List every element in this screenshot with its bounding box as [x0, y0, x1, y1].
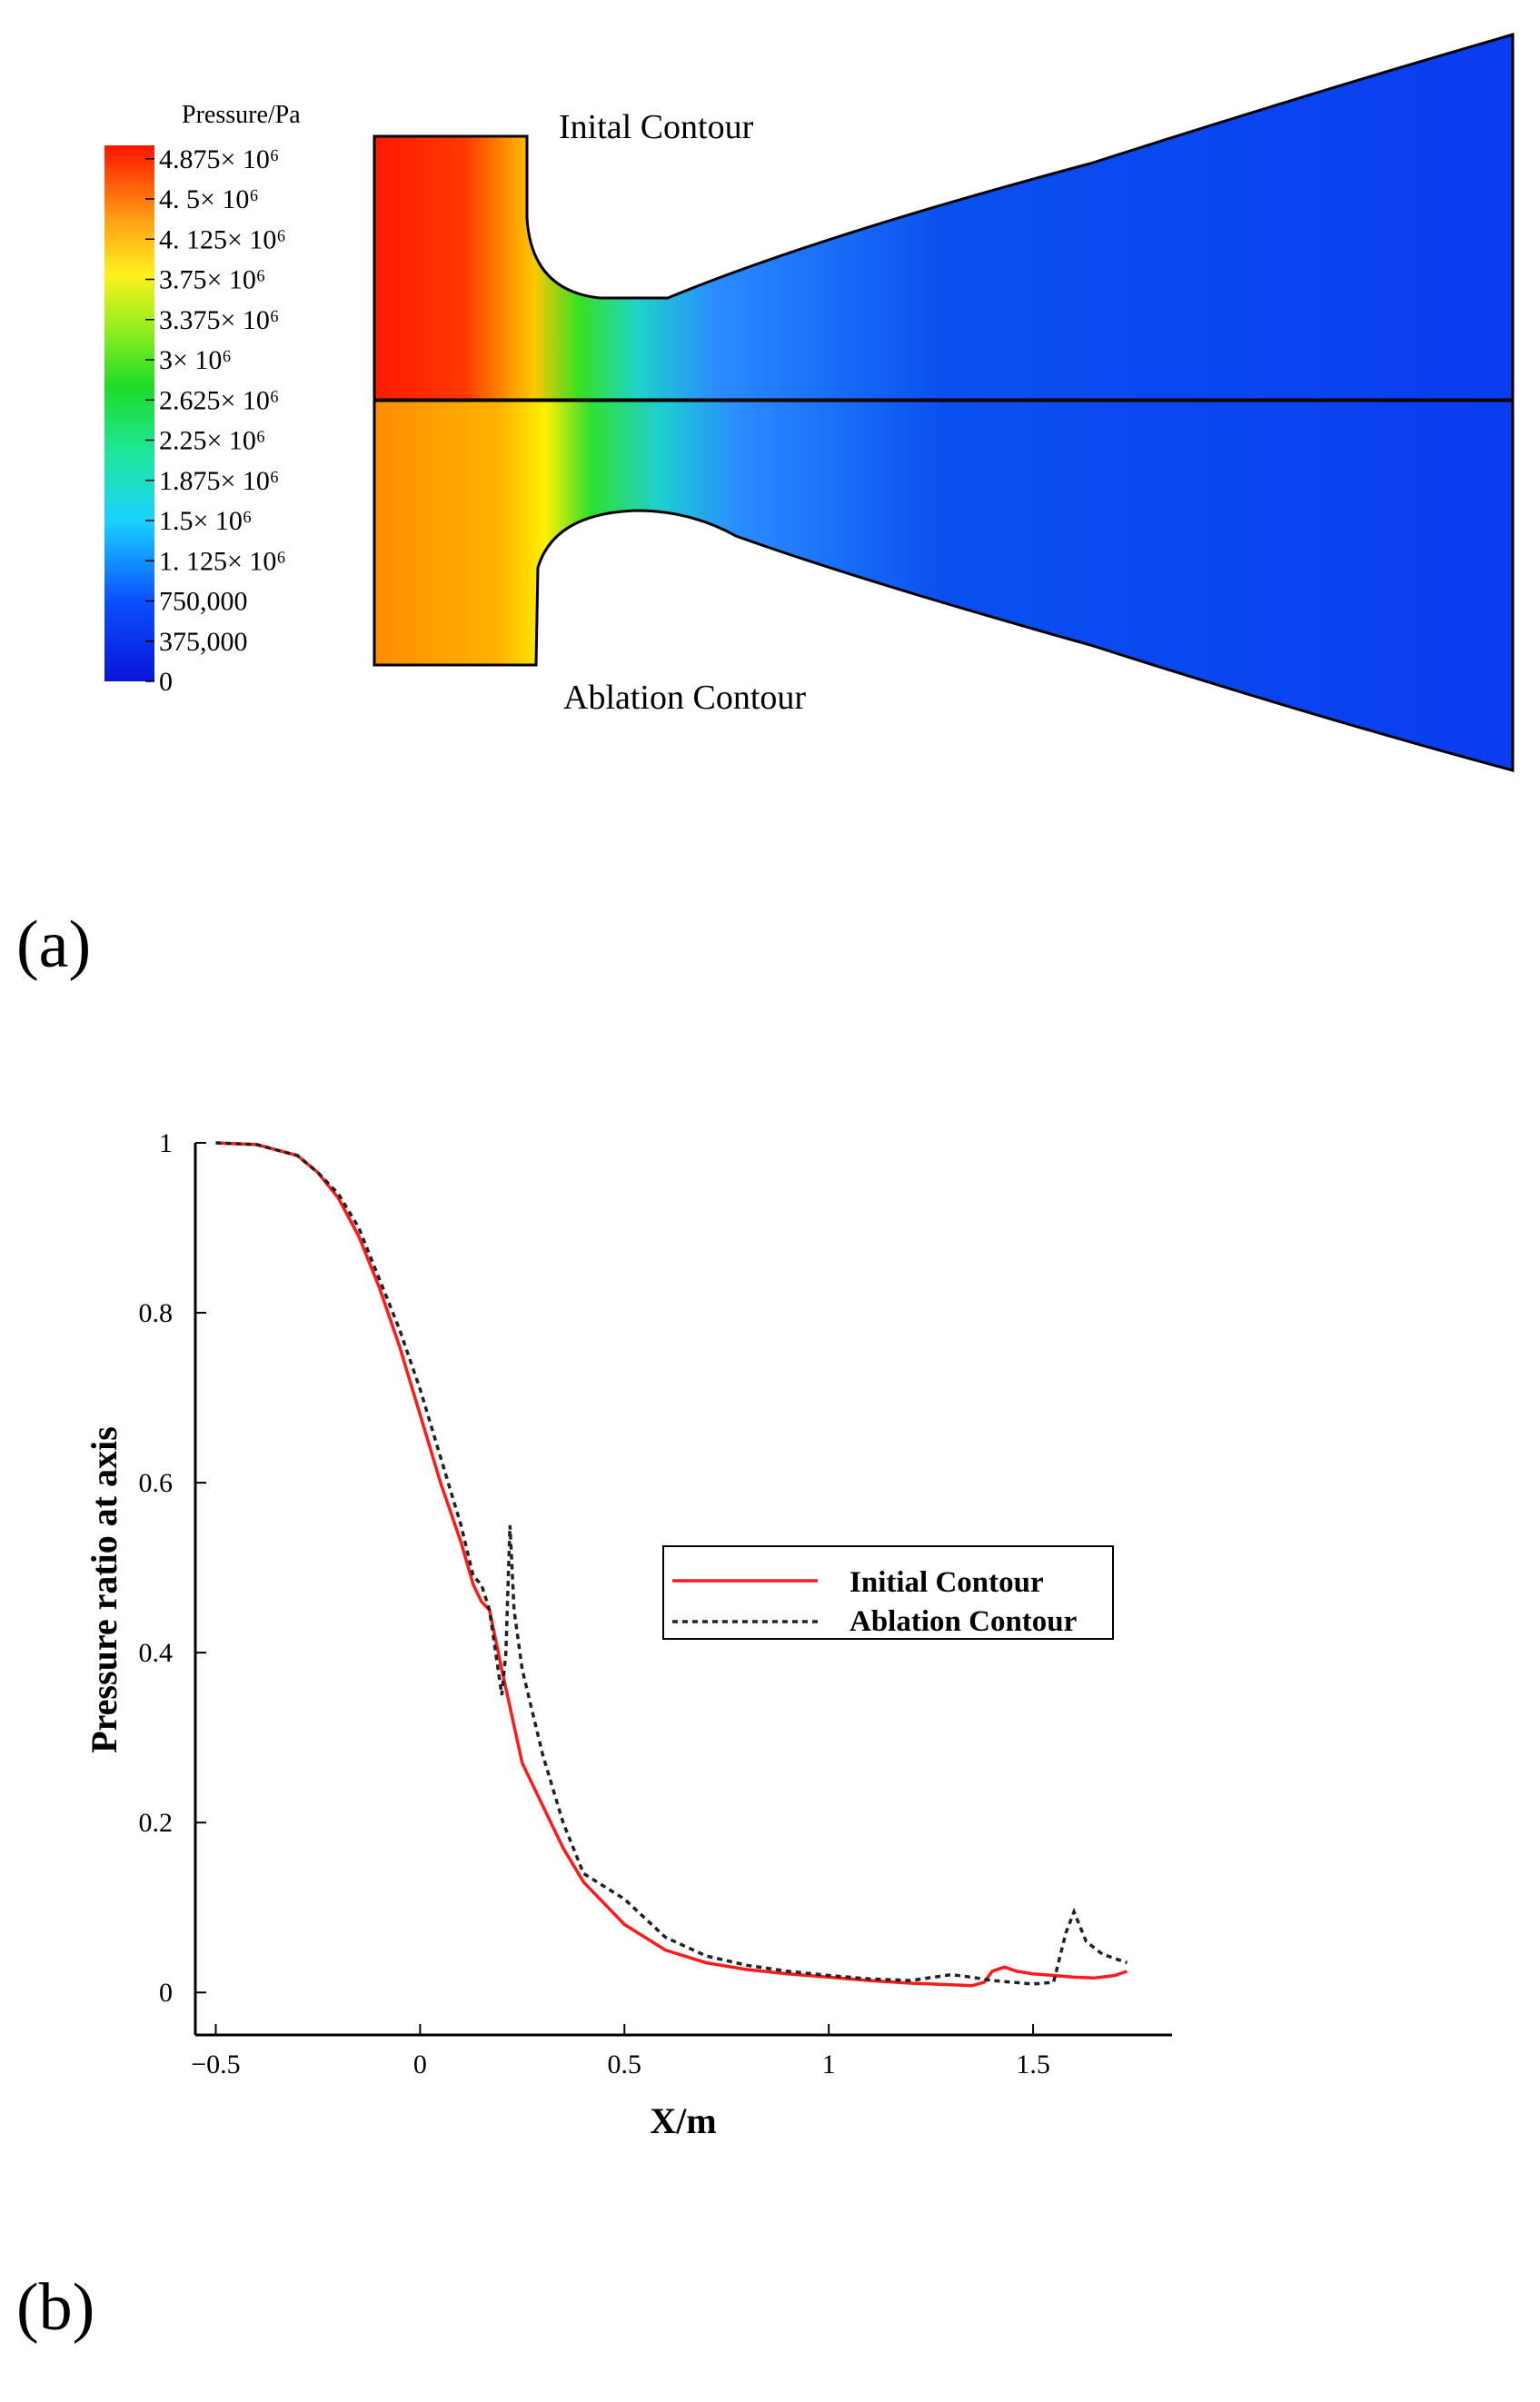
y-axis-label: Pressure ratio at axis [84, 1426, 124, 1753]
y-tick-label: 0.4 [139, 1638, 174, 1668]
x-tick-label: 1 [822, 2050, 836, 2079]
legend-label-ablation: Ablation Contour [849, 1605, 1077, 1638]
colorbar-tick-label: 3.375× 10⁶ [159, 305, 279, 335]
legend-box [662, 1545, 1114, 1640]
panel-label-a: (a) [16, 908, 92, 982]
x-axis-label: X/m [650, 2100, 716, 2141]
x-tick-label: 0.5 [608, 2050, 642, 2079]
legend: Initial Contour Ablation Contour [662, 1545, 1114, 1640]
y-tick-label: 0.2 [139, 1808, 174, 1838]
colorbar-tick-label: 0 [159, 667, 173, 697]
line-chart-panel: −0.5 0 0.5 1 1.5 0 0.2 0.4 0.6 0.8 1 X/m Pressure… [84, 1128, 1172, 2141]
x-ticks: −0.5 0 0.5 1 1.5 [191, 2024, 1050, 2079]
colorbar-tick-label: 4. 125× 10⁶ [159, 224, 286, 254]
y-ticks: 0 0.2 0.4 0.6 0.8 1 [139, 1128, 206, 2008]
panel-label-b: (b) [16, 2270, 95, 2345]
colorbar-tick-label: 375,000 [159, 627, 248, 657]
y-tick-label: 0.6 [139, 1468, 174, 1498]
colorbar-ticks: 4.875× 10⁶ 4. 5× 10⁶ 4. 125× 10⁶ 3.75× 10⁶ 3… [145, 144, 286, 697]
ablation-contour-region [373, 398, 1515, 772]
y-tick-label: 0.8 [139, 1298, 174, 1328]
colorbar-tick-label: 1.875× 10⁶ [159, 466, 279, 496]
colorbar-tick-label: 2.625× 10⁶ [159, 385, 279, 415]
colorbar [104, 145, 154, 681]
ablation-contour-label: Ablation Contour [563, 679, 806, 717]
colorbar-tick-label: 2.25× 10⁶ [159, 426, 265, 456]
x-tick-label: −0.5 [191, 2050, 240, 2079]
initial-contour-line [215, 1141, 1128, 1988]
initial-contour-label: Inital Contour [559, 108, 754, 146]
initial-contour-region [373, 33, 1515, 402]
y-tick-label: 1 [159, 1128, 173, 1158]
y-tick-label: 0 [159, 1978, 173, 2008]
contour-panel: Pressure/Pa 4.875× 10⁶ 4. 5× 10⁶ 4. 125× 1… [104, 33, 1515, 772]
colorbar-tick-label: 750,000 [159, 587, 248, 617]
colorbar-tick-label: 4. 5× 10⁶ [159, 184, 259, 214]
colorbar-tick-label: 3× 10⁶ [159, 345, 232, 375]
legend-label-initial: Initial Contour [849, 1566, 1044, 1599]
colorbar-tick-label: 3.75× 10⁶ [159, 265, 265, 295]
colorbar-tick-label: 1. 125× 10⁶ [159, 546, 286, 576]
x-tick-label: 1.5 [1016, 2050, 1050, 2079]
colorbar-tick-label: 1.5× 10⁶ [159, 506, 252, 536]
x-tick-label: 0 [413, 2050, 427, 2079]
colorbar-title: Pressure/Pa [182, 101, 301, 129]
colorbar-tick-label: 4.875× 10⁶ [159, 144, 279, 174]
